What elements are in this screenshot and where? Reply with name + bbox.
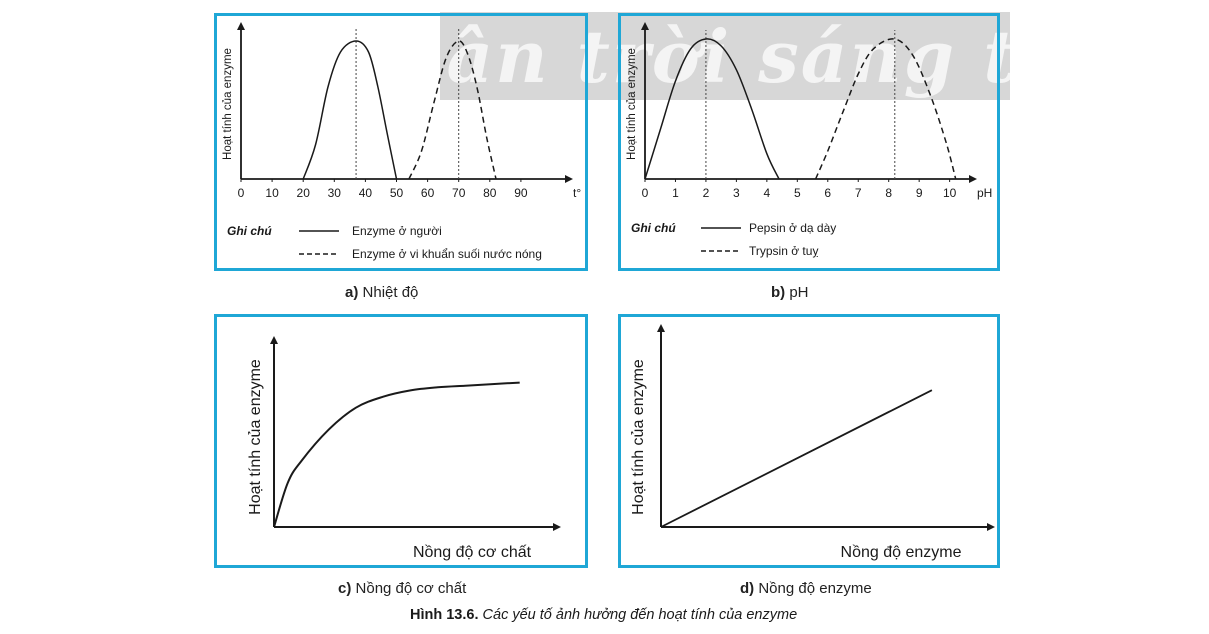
chart-panel-ph: 0 1 2 3 4 5 6 7 8 9 10 pH Hoạt tính của enzyme Ghi ch… [618, 13, 1000, 271]
y-axis-label: Hoạt tính của enzyme [630, 359, 647, 515]
legend-label-1: Enzyme ở người [352, 224, 442, 238]
series-line-2 [408, 40, 497, 180]
figure-number: Hình 13.6. [410, 607, 479, 623]
series-line-1 [660, 389, 933, 528]
chart-substrate: Nồng độ cơ chất Hoạt tính của enzyme [247, 336, 561, 561]
legend-label-2: Enzyme ở vi khuẩn suối nước nóng [352, 247, 542, 261]
x-tick-label: 50 [390, 186, 404, 200]
legend-title: Ghi chú [631, 221, 676, 235]
x-axis-label: Nồng độ cơ chất [413, 544, 532, 561]
caption-d-letter: d) [740, 580, 755, 597]
x-axis-arrow [987, 523, 995, 531]
legend-title: Ghi chú [227, 224, 272, 238]
caption-a-letter: a) [345, 284, 359, 301]
x-axis-arrow [565, 175, 573, 183]
series-line-1 [644, 38, 780, 180]
caption-b-text: pH [789, 284, 809, 301]
chart-panel-enzyme: Nồng độ enzyme Hoạt tính của enzyme [618, 314, 1000, 568]
y-axis-arrow [641, 22, 649, 30]
caption-d-text: Nồng độ enzyme [758, 580, 872, 597]
legend-label-2: Trypsin ở tuỵ [749, 244, 818, 258]
y-axis-label: Hoạt tính của enzyme [247, 359, 264, 515]
x-axis-arrow [969, 175, 977, 183]
chart-panel-substrate: Nồng độ cơ chất Hoạt tính của enzyme [214, 314, 588, 568]
x-tick-label: 4 [764, 186, 771, 200]
x-axis-unit: pH [977, 186, 992, 200]
x-tick-label: 0 [238, 186, 245, 200]
x-tick-label: 70 [452, 186, 466, 200]
x-tick-label: 40 [359, 186, 373, 200]
x-axis-arrow [553, 523, 561, 531]
x-tick-label: 3 [733, 186, 740, 200]
figure-title-text: Các yếu tố ảnh hưởng đến hoạt tính của e… [482, 607, 798, 623]
x-tick-label: 8 [885, 186, 892, 200]
x-tick-label: 90 [514, 186, 528, 200]
series-line-1 [302, 40, 398, 180]
watermark: Chân trời sáng tạo [440, 12, 1010, 100]
x-axis-unit: t° [573, 186, 581, 200]
y-axis-arrow [657, 324, 665, 332]
series-line-2 [814, 38, 957, 180]
x-tick-label: 6 [824, 186, 831, 200]
caption-b: b) pH [771, 284, 809, 301]
y-axis-label: Hoạt tính của enzyme [222, 48, 234, 160]
x-tick-label: 2 [703, 186, 710, 200]
caption-b-letter: b) [771, 284, 786, 301]
x-tick-label: 10 [265, 186, 279, 200]
caption-a: a) Nhiệt độ [345, 284, 418, 301]
x-tick-label: 80 [483, 186, 497, 200]
x-axis-label: Nồng độ enzyme [841, 544, 962, 561]
caption-c-text: Nồng độ cơ chất [355, 580, 467, 597]
x-tick-label: 0 [642, 186, 649, 200]
caption-c: c) Nồng độ cơ chất [338, 580, 466, 597]
figure-title: Hình 13.6. Các yếu tố ảnh hưởng đến hoạt… [410, 607, 797, 623]
x-tick-label: 9 [916, 186, 923, 200]
x-tick-label: 5 [794, 186, 801, 200]
x-tick-label: 30 [328, 186, 342, 200]
caption-d: d) Nồng độ enzyme [740, 580, 872, 597]
x-tick-label: 20 [297, 186, 311, 200]
caption-a-text: Nhiệt độ [362, 284, 419, 301]
chart-ph: 0 1 2 3 4 5 6 7 8 9 10 pH Hoạt tính của enzyme Ghi ch… [626, 22, 992, 258]
chart-panel-temperature: 0 10 20 30 40 50 60 70 80 90 t° Hoạt tính của enzym… [214, 13, 588, 271]
y-axis-arrow [270, 336, 278, 344]
y-axis-label: Hoạt tính của enzyme [626, 48, 638, 160]
legend-label-1: Pepsin ở dạ dày [749, 221, 836, 235]
series-line-1 [273, 381, 520, 528]
x-tick-label: 10 [943, 186, 957, 200]
y-axis-arrow [237, 22, 245, 30]
x-tick-label: 7 [855, 186, 862, 200]
chart-enzyme-concentration: Nồng độ enzyme Hoạt tính của enzyme [630, 324, 995, 561]
caption-c-letter: c) [338, 580, 352, 597]
x-tick-label: 60 [421, 186, 435, 200]
x-tick-label: 1 [672, 186, 679, 200]
chart-temperature: 0 10 20 30 40 50 60 70 80 90 t° Hoạt tính của enzym… [222, 22, 581, 261]
